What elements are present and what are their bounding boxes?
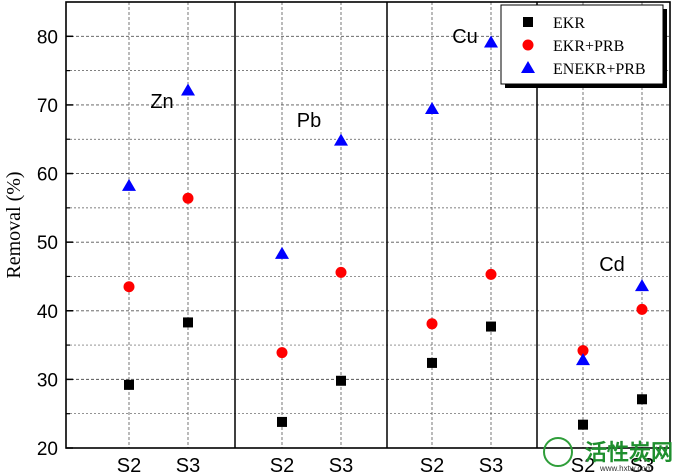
y-tick-label: 80 bbox=[37, 27, 58, 48]
x-tick-label: S3 bbox=[479, 455, 503, 476]
group-label: Pb bbox=[297, 110, 321, 132]
watermark-logo bbox=[543, 437, 573, 467]
legend-marker-triangle bbox=[521, 61, 535, 73]
data-point-square bbox=[637, 394, 647, 405]
data-point-circle bbox=[276, 347, 288, 359]
y-tick-label: 50 bbox=[37, 233, 58, 254]
data-point-circle bbox=[335, 266, 347, 278]
legend-marker-square bbox=[523, 17, 533, 27]
data-point-square bbox=[578, 419, 588, 430]
data-point-triangle bbox=[425, 102, 439, 115]
y-tick-label: 40 bbox=[37, 302, 58, 323]
y-axis-label: Removal (%) bbox=[3, 171, 25, 278]
x-tick-label: S2 bbox=[420, 455, 444, 476]
metal-labels: Zn Pb Cu Cd bbox=[150, 26, 624, 276]
grid-lines bbox=[66, 2, 670, 448]
group-label: Cd bbox=[599, 254, 625, 276]
data-point-circle bbox=[182, 192, 194, 204]
watermark: 活性炭网 www.hxtw.com bbox=[543, 437, 673, 473]
y-tick-label: 70 bbox=[37, 96, 58, 117]
data-point-square bbox=[427, 357, 437, 368]
data-point-circle bbox=[426, 318, 438, 330]
x-tick-label: S3 bbox=[176, 455, 200, 476]
watermark-url: www.hxtw.com bbox=[599, 464, 653, 473]
plot-frame bbox=[65, 1, 671, 449]
data-point-triangle bbox=[635, 279, 649, 292]
group-label: Cu bbox=[452, 26, 478, 48]
legend-label: ENEKR+PRB bbox=[553, 61, 646, 78]
data-point-triangle bbox=[576, 353, 590, 366]
x-tick-label: S3 bbox=[329, 455, 353, 476]
watermark-title: 活性炭网 bbox=[585, 440, 673, 465]
data-point-circle bbox=[485, 268, 497, 280]
data-point-circle bbox=[123, 281, 135, 293]
data-point-square bbox=[183, 317, 193, 328]
data-point-circle bbox=[577, 345, 589, 357]
data-point-square bbox=[277, 416, 287, 427]
data-point-square bbox=[486, 321, 496, 332]
legend-label: EKR+PRB bbox=[553, 38, 624, 55]
data-point-circle bbox=[636, 303, 648, 315]
data-point-triangle bbox=[122, 178, 136, 191]
group-label: Zn bbox=[150, 91, 173, 113]
data-point-triangle bbox=[275, 246, 289, 259]
legend: EKR EKR+PRB ENEKR+PRB bbox=[500, 4, 667, 88]
y-tick-label: 60 bbox=[37, 165, 58, 186]
legend-marker-circle bbox=[522, 39, 534, 51]
data-point-triangle bbox=[334, 133, 348, 146]
data-point-square bbox=[336, 375, 346, 386]
y-tick-label: 30 bbox=[37, 370, 58, 391]
x-tick-label: S2 bbox=[270, 455, 294, 476]
data-point-triangle bbox=[181, 83, 195, 96]
x-tick-label: S3 bbox=[630, 455, 654, 476]
legend-label: EKR bbox=[553, 15, 585, 32]
y-tick-label: 20 bbox=[37, 439, 58, 460]
data-point-square bbox=[124, 379, 134, 390]
x-tick-label: S2 bbox=[117, 455, 141, 476]
data-marks bbox=[122, 35, 649, 430]
x-tick-label: S2 bbox=[571, 455, 595, 476]
axes: 20 30 40 50 60 70 80 S2 S3 S2 S3 S2 S3 S2 S3 bbox=[37, 27, 654, 476]
data-point-triangle bbox=[484, 35, 498, 48]
